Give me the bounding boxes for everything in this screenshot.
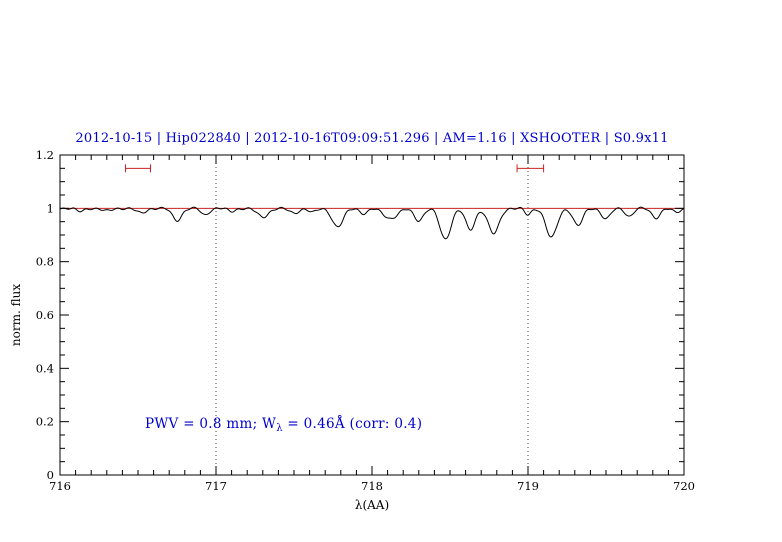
y-axis-label: norm. flux: [9, 283, 23, 347]
pwv-annotation: PWV = 0.8 mm; Wλ = 0.46Å (corr: 0.4): [145, 416, 422, 434]
y-tick-label: 0.2: [36, 415, 54, 429]
y-tick-label: 0.4: [36, 361, 54, 375]
spectrum-curve: [59, 206, 685, 240]
x-tick-label: 717: [205, 479, 227, 493]
x-tick-label: 716: [49, 479, 71, 493]
x-tick-label: 718: [361, 479, 383, 493]
pwv-annotation-suffix: = 0.46Å (corr: 0.4): [282, 416, 423, 432]
pwv-annotation-subscript: λ: [276, 423, 283, 434]
x-tick-label: 720: [673, 479, 695, 493]
y-tick-label: 0: [47, 468, 54, 482]
y-tick-label: 0.8: [36, 255, 54, 269]
plot-title: 2012-10-15 | Hip022840 | 2012-10-16T09:0…: [75, 131, 669, 146]
x-tick-label: 719: [517, 479, 539, 493]
y-tick-label: 0.6: [36, 308, 54, 322]
y-tick-label: 1.2: [36, 148, 54, 162]
pwv-annotation-prefix: PWV = 0.8 mm; W: [145, 416, 277, 432]
x-axis-label: λ(AA): [354, 498, 390, 512]
y-tick-label: 1: [47, 201, 54, 215]
